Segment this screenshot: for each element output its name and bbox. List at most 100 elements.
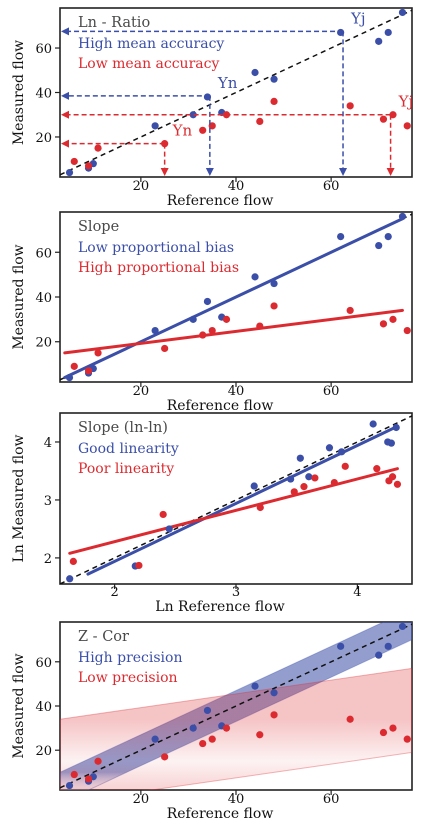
red-point-0 (70, 157, 78, 166)
panel-4: 20 40 60 20 40 60 Reference flow Measured flow Z… (11, 621, 413, 822)
blue-point-7 (251, 68, 259, 77)
red-precision-band (60, 667, 412, 790)
y-axis-title: Measured flow (11, 244, 27, 349)
arrowhead-down-icon (205, 168, 214, 176)
red-point-1 (135, 561, 143, 570)
panel-title: Z - Cor (78, 629, 129, 645)
panel-title: Ln - Ratio (78, 15, 150, 31)
x-axis-title: Ln Reference flow (155, 599, 284, 615)
red-point-11 (389, 724, 397, 732)
blue-point-8 (270, 689, 278, 697)
blue-point-12 (398, 212, 407, 221)
red-point-10 (379, 728, 388, 737)
red-point-12 (393, 480, 402, 488)
red-point-12 (403, 122, 411, 130)
blue-point-5 (296, 454, 304, 462)
y-axis-title: Measured flow (11, 653, 27, 758)
legend-entry-blue: Low proportional bias (78, 240, 234, 256)
legend-entry-blue: High mean accuracy (78, 36, 224, 52)
y-tick-label: 60 (35, 42, 52, 57)
x-tick-label: 40 (228, 792, 245, 807)
red-point-4 (199, 126, 207, 134)
red-point-2 (94, 144, 102, 152)
x-tick-label: 60 (323, 384, 340, 399)
red-point-3 (161, 753, 169, 761)
blue-point-10 (375, 37, 383, 45)
legend-entry-red: Low mean accuracy (78, 56, 219, 72)
red-point-6 (222, 724, 231, 732)
y-tick-label: 2 (44, 552, 52, 567)
panel-2-plot-area (60, 212, 412, 382)
red-point-7 (330, 478, 338, 487)
x-axis-title: Reference flow (167, 806, 274, 820)
blue-point-10 (375, 241, 383, 250)
x-tick-label: 40 (228, 179, 245, 194)
x-tick-label: 40 (228, 384, 245, 399)
identity-line (60, 415, 412, 584)
blue-point-7 (251, 682, 259, 690)
panel-title: Slope (78, 219, 119, 235)
legend-entry-blue: Good linearity (78, 441, 179, 457)
red-point-1 (84, 162, 93, 170)
red-point-0 (69, 557, 77, 565)
arrowhead-left-icon (61, 91, 69, 100)
red-point-0 (70, 362, 78, 370)
blue-point-7 (251, 273, 259, 281)
blue-point-9 (337, 642, 345, 650)
red-point-9 (346, 306, 354, 315)
blue-point-3 (151, 326, 159, 335)
blue-point-8 (338, 448, 346, 456)
red-point-4 (199, 739, 207, 748)
y-tick-label: 3 (44, 494, 52, 509)
blue-fit-line (86, 424, 399, 576)
blue-point-3 (250, 482, 258, 490)
x-tick-label: 60 (323, 179, 340, 194)
y-tick-label: 20 (35, 336, 52, 351)
x-axis-title: Reference flow (167, 193, 274, 209)
annotation-label-1: Yj (350, 9, 366, 27)
red-point-2 (94, 349, 102, 357)
red-point-11 (389, 315, 397, 323)
red-point-7 (256, 117, 264, 126)
y-tick-label: 40 (35, 87, 52, 102)
legend-entry-red: Poor linearity (78, 461, 174, 477)
y-tick-label: 20 (35, 131, 52, 146)
blue-point-7 (325, 444, 334, 452)
red-point-7 (256, 322, 264, 330)
arrowhead-left-icon (61, 27, 69, 36)
blue-point-4 (287, 475, 295, 483)
arrowhead-down-icon (160, 168, 169, 176)
y-tick-label: 40 (35, 700, 52, 715)
red-point-3 (161, 344, 169, 353)
x-tick-label: 20 (133, 792, 150, 807)
blue-point-11 (384, 28, 392, 37)
blue-point-4 (189, 724, 197, 732)
panel-4-plot-area (60, 622, 412, 790)
x-tick-label: 20 (133, 179, 150, 194)
blue-point-11 (384, 233, 392, 241)
annotation-label-0: Yn (217, 74, 238, 92)
red-point-6 (222, 315, 231, 323)
red-point-1 (84, 775, 93, 783)
red-point-8 (270, 97, 278, 105)
panel-1-frame (59, 7, 413, 178)
red-fit-line (68, 467, 399, 555)
blue-point-0 (65, 781, 74, 790)
blue-point-0 (65, 168, 74, 177)
blue-point-4 (189, 315, 197, 323)
x-tick-label: 2 (110, 585, 118, 600)
red-point-5 (208, 735, 216, 743)
red-point-11 (388, 473, 397, 481)
blue-point-5 (203, 706, 212, 715)
red-point-12 (403, 735, 411, 743)
panel-2: 20 40 60 20 40 60 Reference flow Measured flow S… (11, 211, 413, 414)
panel-1: Yn Yj Yn Yj 20 40 60 20 40 60 Reference flow Measur… (11, 7, 413, 209)
y-axis-title: Ln Measured flow (11, 434, 27, 562)
blue-point-12 (398, 8, 407, 17)
blue-point-5 (203, 297, 212, 306)
y-tick-label: 40 (35, 291, 52, 306)
identity-line (60, 623, 412, 789)
blue-point-10 (375, 651, 383, 659)
x-tick-label: 4 (353, 585, 361, 600)
